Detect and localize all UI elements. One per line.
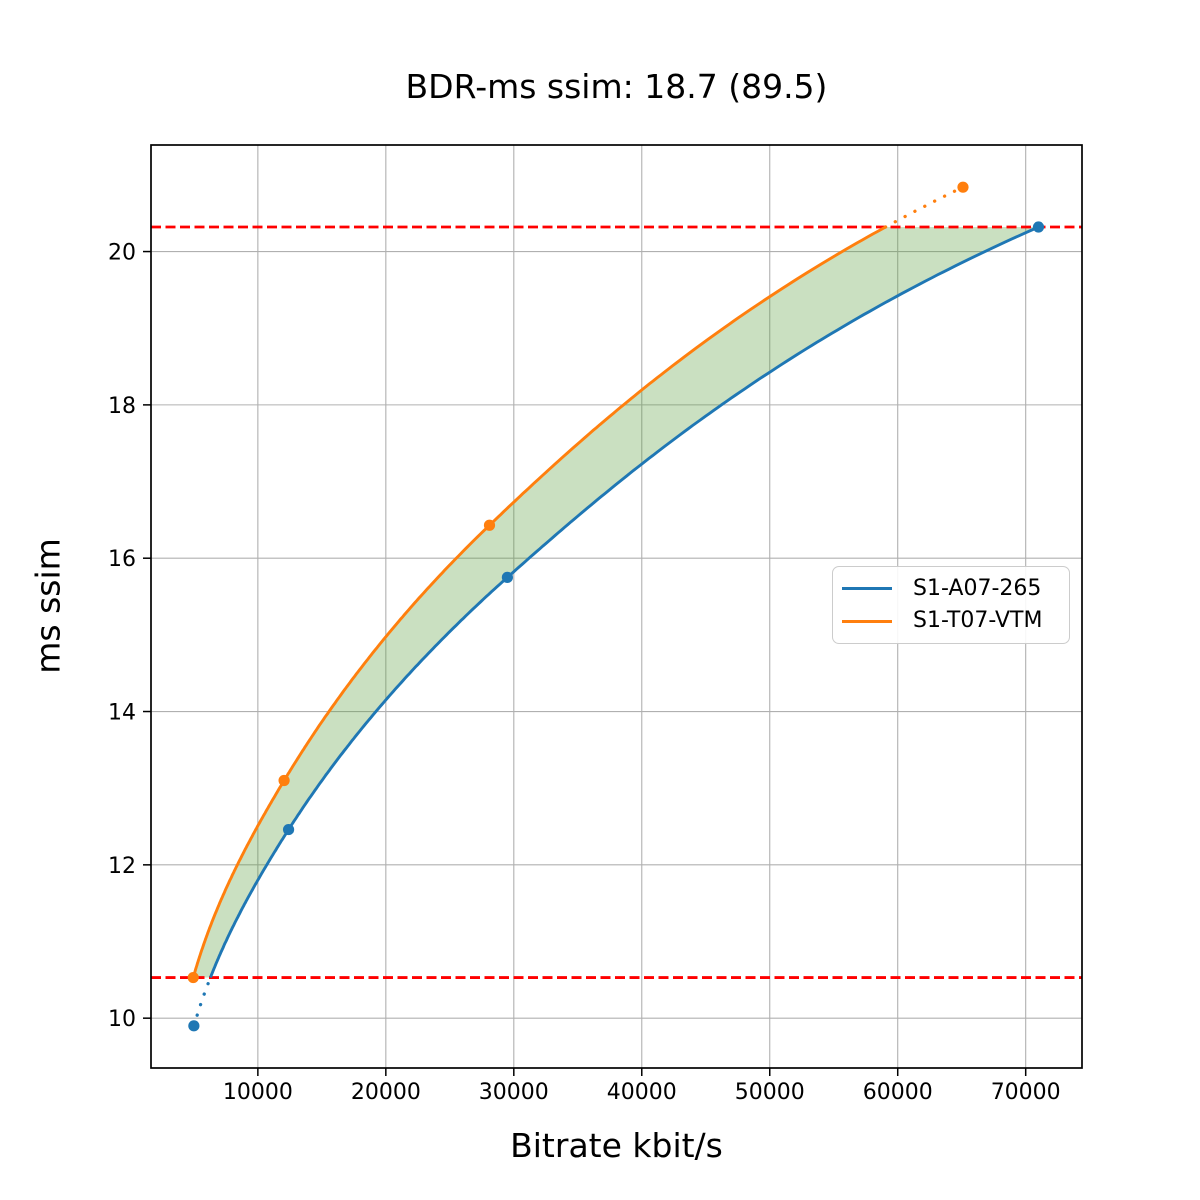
x-tick-label: 40000 — [607, 1080, 677, 1105]
x-tick-label: 60000 — [863, 1080, 933, 1105]
y-tick-label: 12 — [108, 854, 136, 879]
legend-line-sample-blue — [842, 587, 892, 591]
y-tick-label: 18 — [108, 394, 136, 419]
y-tick-label: 20 — [108, 241, 136, 266]
y-axis-label: ms ssim — [28, 538, 68, 674]
legend-item: S1-A07-265 — [833, 575, 1069, 601]
y-tick-label: 10 — [108, 1007, 136, 1032]
x-tick-label: 70000 — [991, 1080, 1061, 1105]
plot-border — [150, 144, 1083, 1069]
axis-ticks — [143, 250, 1027, 1076]
curve-s1-t07-vtm-dotted — [883, 185, 965, 229]
data-points-s1-t07-vtm — [187, 181, 969, 984]
chart-title: BDR-ms ssim: 18.7 (89.5) — [405, 67, 828, 106]
x-tick-label: 20000 — [351, 1080, 421, 1105]
legend-item: S1-T07-VTM — [833, 610, 1069, 632]
x-tick-label: 30000 — [479, 1080, 549, 1105]
tick-labels: 10000 20000 30000 40000 50000 60000 70000 10 12 1… — [108, 241, 1061, 1105]
legend-label: S1-A07-265 — [913, 575, 1042, 601]
y-tick-label: 14 — [108, 701, 136, 726]
legend-line-sample-orange — [842, 619, 892, 623]
curve-s1-a07-265 — [209, 225, 1040, 979]
data-points-s1-a07-265 — [188, 221, 1045, 1032]
curve-s1-t07-vtm — [191, 225, 887, 978]
x-tick-label: 50000 — [735, 1080, 805, 1105]
curve-s1-a07-265-dotted — [192, 975, 213, 1028]
x-tick-label: 10000 — [223, 1080, 293, 1105]
x-axis-label: Bitrate kbit/s — [510, 1126, 723, 1165]
legend: S1-A07-265 S1-T07-VTM — [832, 566, 1070, 644]
reference-lines — [151, 225, 1082, 979]
y-tick-label: 16 — [108, 547, 136, 572]
legend-label: S1-T07-VTM — [913, 608, 1043, 634]
